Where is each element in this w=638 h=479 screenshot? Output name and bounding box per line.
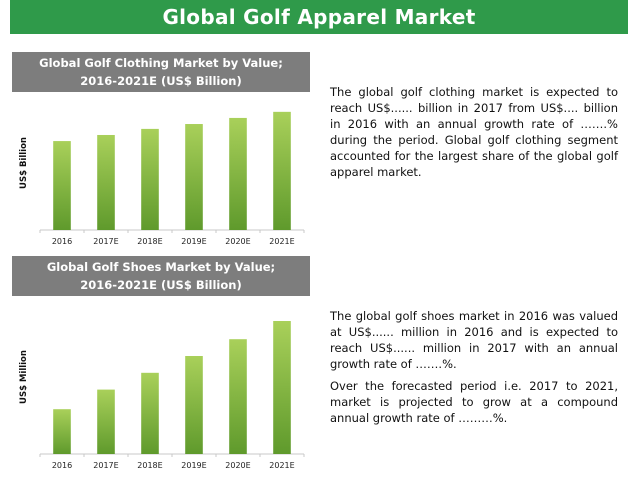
bar-2017e (97, 134, 115, 230)
x-tick-label-2019e: 2019E (181, 237, 206, 246)
bar-2021e (273, 111, 291, 230)
x-tick-label-2020e: 2020E (225, 461, 250, 470)
chart1-clothing-bar-chart: 2016 2017E 2018E 2019E 2020E 2021E US$ Billion (19, 111, 305, 246)
bar-2019e (185, 124, 203, 230)
clothing-description: The global golf clothing market is expec… (330, 84, 618, 186)
x-tick-label-2016: 2016 (52, 461, 72, 470)
x-tick-label-2021e: 2021E (269, 237, 294, 246)
x-tick-label-2017e: 2017E (93, 461, 118, 470)
chart2-shoes-bar-chart: 2016 2017E 2018E 2019E 2020E 2021E US$ Million (19, 321, 305, 470)
bar-2020e (229, 117, 247, 230)
x-tick-label-2016: 2016 (52, 237, 72, 246)
x-tick-label-2017e: 2017E (93, 237, 118, 246)
x-tick-label-2020e: 2020E (225, 237, 250, 246)
x-tick-label-2018e: 2018E (137, 461, 162, 470)
y-axis-label: US$ Million (19, 350, 29, 404)
chart1-header: Global Golf Clothing Market by Value; 20… (12, 52, 310, 92)
bar-2021e (273, 321, 291, 454)
shoes-description: The global golf shoes market in 2016 was… (330, 308, 618, 432)
y-axis-label: US$ Billion (19, 137, 29, 189)
x-tick-label-2019e: 2019E (181, 461, 206, 470)
chart1-header-line1: Global Golf Clothing Market by Value; (39, 56, 283, 70)
chart2-header-line2: 2016-2021E (US$ Billion) (80, 278, 242, 292)
chart2-header: Global Golf Shoes Market by Value; 2016-… (12, 256, 310, 296)
chart1-header-line2: 2016-2021E (US$ Billion) (80, 74, 242, 88)
bar-2020e (229, 339, 247, 454)
bar-2017e (97, 389, 115, 454)
page-title: Global Golf Apparel Market (10, 0, 628, 34)
bar-2019e (185, 356, 203, 454)
x-tick-label-2021e: 2021E (269, 461, 294, 470)
shoes-paragraph-1: The global golf shoes market in 2016 was… (330, 309, 618, 371)
x-tick-label-2018e: 2018E (137, 237, 162, 246)
bar-2016 (53, 141, 71, 230)
clothing-paragraph: The global golf clothing market is expec… (330, 85, 618, 179)
bar-2018e (141, 128, 159, 230)
chart2-header-line1: Global Golf Shoes Market by Value; (46, 260, 276, 274)
bar-2016 (53, 409, 71, 454)
bar-2018e (141, 372, 159, 454)
shoes-paragraph-2: Over the forecasted period i.e. 2017 to … (330, 379, 618, 425)
